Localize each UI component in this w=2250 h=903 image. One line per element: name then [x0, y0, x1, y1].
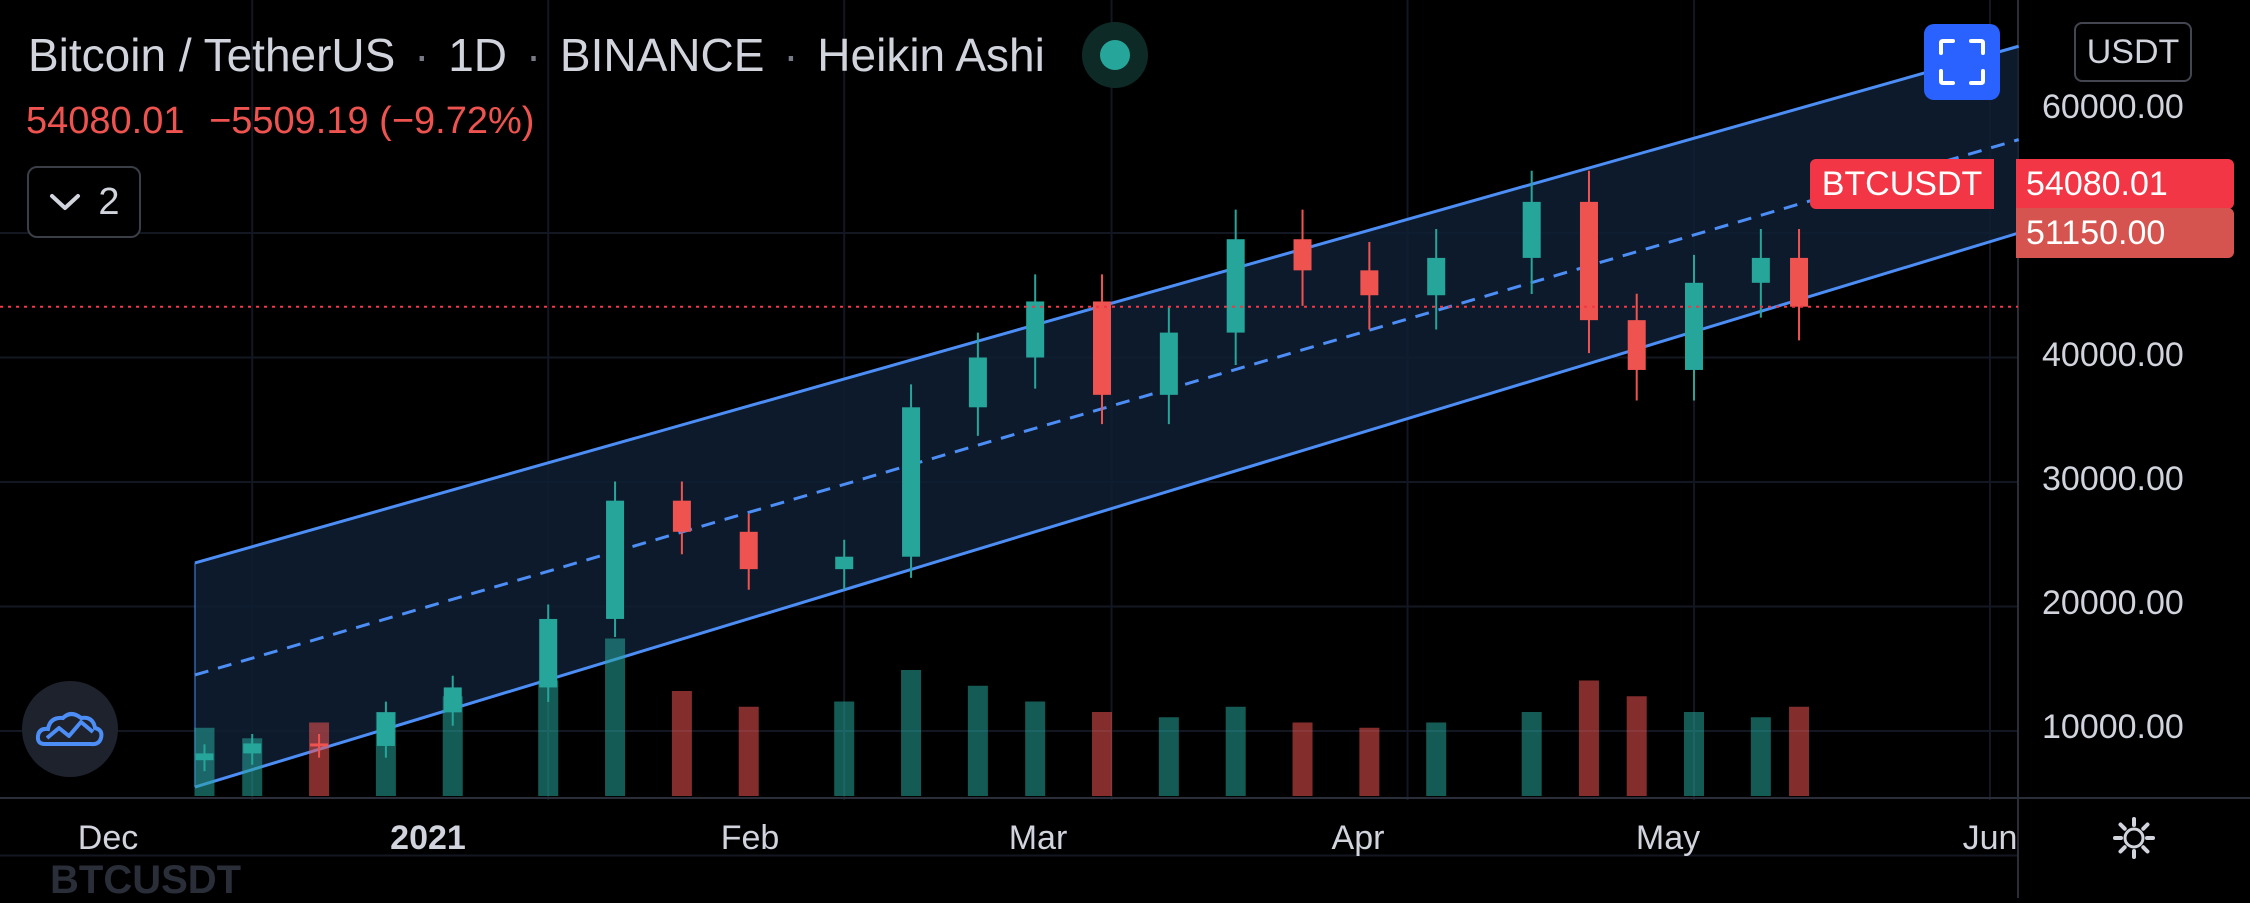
separator: ·: [414, 29, 430, 81]
candle: [539, 618, 558, 688]
currency-button[interactable]: USDT: [2074, 22, 2192, 82]
volume-bar: [671, 691, 692, 796]
x-tick-label: May: [1635, 819, 1701, 857]
candle: [1751, 257, 1770, 283]
y-tick-label: 60000.00: [2042, 88, 2184, 126]
candle: [968, 357, 987, 408]
candle: [1226, 239, 1245, 333]
candle: [902, 407, 921, 557]
volume-bar: [1359, 727, 1380, 796]
symbol-name[interactable]: Bitcoin / TetherUS: [28, 29, 396, 81]
candle: [1522, 201, 1541, 258]
volume-bar: [1292, 722, 1313, 796]
x-tick-label: Feb: [720, 819, 780, 857]
live-dot-icon: [1082, 22, 1148, 88]
volume-bar: [375, 712, 396, 796]
candle: [1360, 270, 1379, 296]
separator: ·: [525, 29, 542, 81]
interval-label[interactable]: 1D: [448, 29, 508, 81]
volume-bar: [738, 706, 759, 796]
candle: [739, 531, 758, 570]
volume-bar: [194, 727, 215, 796]
candle: [672, 500, 691, 532]
channel-lower-line: [194, 231, 2020, 789]
candle: [1790, 257, 1809, 307]
candle: [1685, 282, 1704, 370]
separator: ·: [783, 29, 799, 81]
volume-bar: [242, 738, 263, 796]
volume-bar: [1750, 717, 1771, 796]
volume-bar: [1789, 706, 1810, 796]
volume-bar: [309, 722, 330, 796]
fullscreen-icon: [1939, 39, 1985, 85]
fullscreen-button[interactable]: [1924, 24, 2000, 100]
candle: [1159, 332, 1178, 395]
candle: [1627, 320, 1646, 370]
volume-bar: [1426, 722, 1447, 796]
indicators-count: 2: [98, 180, 120, 223]
x-tick-label: Dec: [77, 819, 139, 857]
volume-bar: [901, 670, 922, 796]
tradingview-logo-icon[interactable]: [22, 681, 118, 777]
y-tick-label: 10000.00: [2042, 708, 2184, 746]
exchange-label: BINANCE: [559, 29, 765, 81]
x-tick-label: Apr: [1331, 819, 1385, 857]
volume-bar: [538, 680, 559, 796]
volume-bar: [1025, 701, 1046, 796]
y-tick-label: 40000.00: [2042, 336, 2184, 374]
candle: [1579, 201, 1598, 321]
volume-bar: [1684, 712, 1705, 796]
volume-bar: [1225, 706, 1246, 796]
volume-bar: [1092, 712, 1113, 796]
y-tick-label: 20000.00: [2042, 584, 2184, 622]
candle: [1427, 257, 1446, 296]
low-price-tag: 51150.00: [2016, 208, 2234, 258]
chevron-down-icon: [50, 194, 81, 210]
last-price: 54080.01: [26, 100, 185, 142]
chart-style-label[interactable]: Heikin Ashi: [817, 29, 1045, 81]
candle: [606, 500, 625, 619]
volume-bar: [1158, 717, 1179, 796]
symbol-watermark: BTCUSDT: [50, 858, 242, 902]
candle: [835, 556, 854, 570]
candle: [1093, 301, 1112, 395]
gear-icon[interactable]: [2112, 816, 2156, 860]
volume-bar: [605, 638, 626, 796]
logo-cloud-icon: [35, 712, 104, 747]
x-tick-label: Mar: [1008, 819, 1068, 857]
volume-bar: [834, 701, 855, 796]
channel-mid-line: [194, 138, 2020, 677]
symbol-price-label: BTCUSDT: [1810, 159, 1994, 209]
volume-bar: [1521, 712, 1542, 796]
x-tick-label: Jun: [1962, 819, 2018, 857]
volume-bar: [967, 685, 988, 796]
volume-bar: [1578, 680, 1599, 796]
current-price-tag: 54080.01: [2016, 159, 2234, 209]
volume-bar: [442, 696, 463, 796]
indicators-toggle-button[interactable]: 2: [27, 166, 141, 238]
candle: [1293, 239, 1312, 271]
volume-bar: [1626, 696, 1647, 796]
candle: [1026, 301, 1045, 358]
price-change: −5509.19 (−9.72%): [209, 100, 535, 142]
y-tick-label: 30000.00: [2042, 460, 2184, 498]
price-summary: 54080.01 −5509.19 (−9.72%): [26, 100, 534, 143]
channel-fill: [194, 46, 2019, 788]
x-tick-label: 2021: [390, 819, 466, 857]
chart-header[interactable]: Bitcoin / TetherUS · 1D · BINANCE · Heik…: [28, 28, 1045, 82]
